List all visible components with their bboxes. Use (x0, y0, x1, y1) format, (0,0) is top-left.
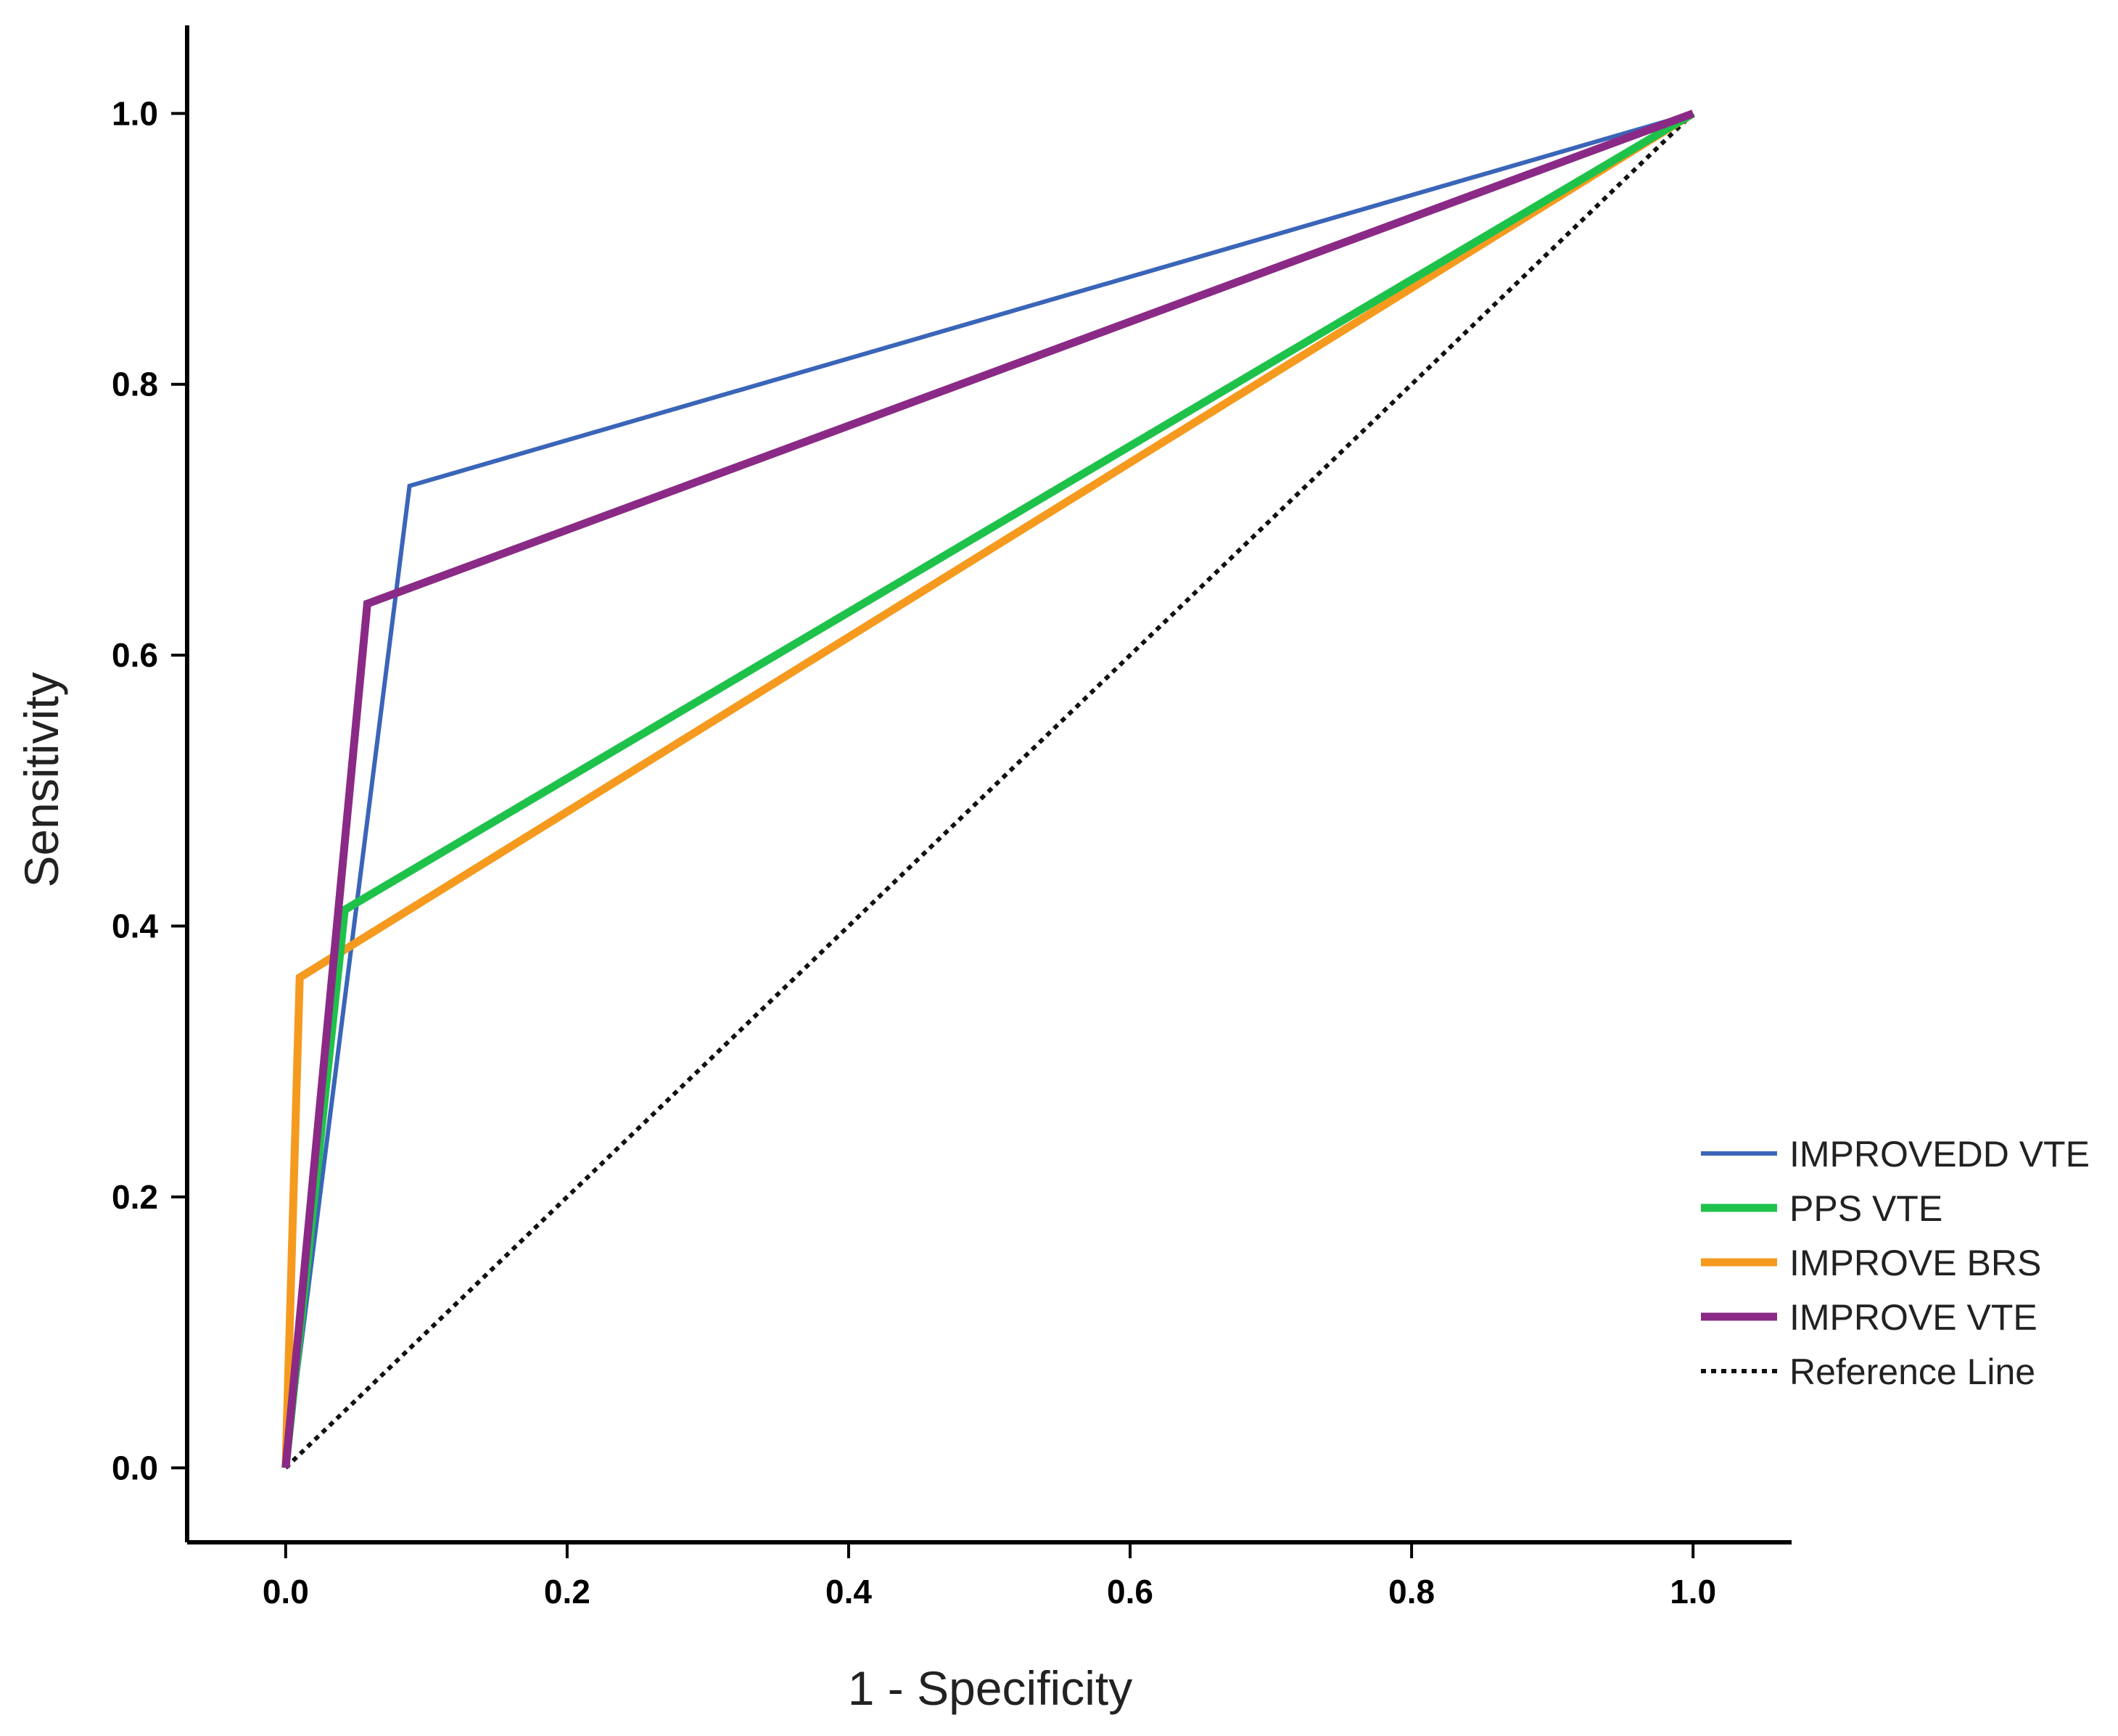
series-line-improvedd-vte (283, 111, 1694, 1468)
y-tick-label: 0.2 (112, 1178, 158, 1216)
y-tick-label: 0.8 (112, 366, 158, 403)
series-line-improve-vte (281, 110, 1695, 1468)
x-tick-label: 0.2 (544, 1573, 590, 1610)
y-ticks: 0.0 0.2 0.4 0.6 0.8 1.0 (112, 94, 187, 1486)
axes (185, 25, 1792, 1544)
series-line-improve-brs (281, 110, 1696, 1468)
legend-label-improvedd-vte: IMPROVEDD VTE (1789, 1134, 2090, 1175)
y-tick-label: 0.0 (112, 1449, 158, 1486)
legend-label-improve-brs: IMPROVE BRS (1789, 1243, 2041, 1283)
x-tick-label: 1.0 (1670, 1573, 1716, 1610)
legend-label-improve-vte: IMPROVE VTE (1789, 1297, 2037, 1338)
y-tick-label: 0.4 (112, 908, 158, 945)
series-layer (281, 110, 1696, 1470)
x-tick-label: 0.6 (1107, 1573, 1153, 1610)
series-line-reference-line (284, 112, 1695, 1470)
legend-label-reference-line: Reference Line (1789, 1352, 2035, 1392)
legend-label-pps-vte: PPS VTE (1789, 1188, 1942, 1229)
y-axis-title: Sensitivity (15, 672, 68, 887)
x-tick-label: 0.4 (825, 1573, 872, 1610)
legend: IMPROVEDD VTE PPS VTE IMPROVE BRS IMPROVE V… (1701, 1134, 2090, 1392)
x-tick-label: 0.0 (263, 1573, 309, 1610)
x-ticks: 0.0 0.2 0.4 0.6 0.8 1.0 (263, 1542, 1716, 1610)
y-tick-label: 0.6 (112, 636, 158, 674)
x-tick-label: 0.8 (1388, 1573, 1435, 1610)
x-axis-title: 1 - Specificity (848, 1661, 1132, 1715)
y-tick-label: 1.0 (112, 94, 158, 132)
